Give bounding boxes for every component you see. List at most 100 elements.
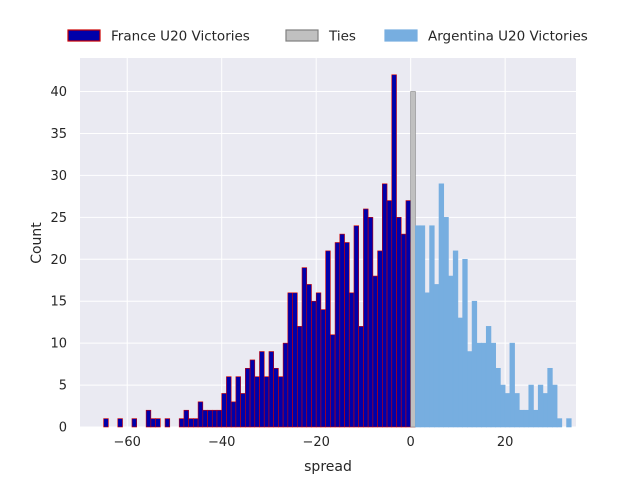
histogram-bar [226, 376, 232, 428]
y-tick-label: 40 [50, 85, 67, 100]
histogram-bar [287, 292, 293, 428]
histogram-bar [438, 183, 445, 428]
histogram-bar [230, 401, 237, 428]
histogram-bar [348, 292, 355, 428]
histogram-bar [358, 326, 364, 428]
x-tick-label: 20 [497, 435, 514, 450]
histogram-bar [509, 342, 515, 428]
histogram-bar [296, 326, 303, 428]
histogram-bar [533, 409, 539, 428]
x-axis-label: spread [304, 459, 352, 475]
x-tick-label: −20 [302, 435, 329, 450]
legend-label: France U20 Victories [111, 29, 250, 45]
histogram-bar [405, 200, 411, 428]
histogram-bar [537, 384, 544, 428]
histogram-bar [429, 225, 435, 428]
histogram-bar [452, 250, 459, 428]
x-tick-label: 0 [407, 435, 415, 450]
histogram-bar [372, 275, 378, 428]
histogram-bar [259, 351, 265, 428]
histogram-bar [150, 418, 156, 428]
histogram-bar [306, 284, 312, 428]
histogram-bar [211, 409, 218, 428]
histogram-bar [207, 409, 213, 428]
histogram-bar [542, 393, 548, 428]
x-ticks: −60 −40 −20 0 20 [114, 435, 514, 450]
legend-swatch [285, 29, 319, 42]
histogram-bar [415, 225, 421, 428]
histogram-bar [334, 242, 341, 428]
histogram-bar [382, 183, 388, 428]
histogram-bar [410, 91, 416, 428]
histogram-bar [471, 300, 478, 428]
histogram-bar [315, 292, 322, 428]
legend-label: Ties [328, 29, 356, 45]
histogram-bar [292, 292, 298, 428]
x-tick-label: −60 [114, 435, 141, 450]
histogram-bar [263, 376, 270, 428]
histogram-bar [131, 418, 137, 428]
legend: France U20 Victories Ties Argentina U20 Vi… [67, 29, 588, 45]
histogram-bar [377, 250, 383, 428]
histogram-bar [311, 300, 317, 428]
histogram-bar [178, 418, 185, 428]
histogram-bar [457, 317, 463, 428]
y-tick-label: 30 [50, 169, 67, 184]
histogram-bar [193, 418, 199, 428]
legend-label: Argentina U20 Victories [428, 29, 588, 45]
histogram-bar [566, 418, 572, 428]
histogram-bar [325, 250, 331, 428]
histogram-bar [519, 409, 525, 428]
y-tick-label: 0 [59, 421, 67, 436]
histogram-bar [462, 258, 468, 428]
legend-swatch [67, 29, 101, 42]
histogram-bar [490, 342, 496, 428]
histogram-bar [188, 418, 194, 428]
histogram-bar [547, 367, 553, 428]
histogram-bar [556, 418, 563, 428]
histogram-bar [396, 217, 402, 428]
histogram-bar [443, 217, 449, 428]
histogram-bar [363, 208, 369, 428]
histogram-bar [495, 367, 501, 428]
y-axis-label: Count [29, 222, 45, 264]
histogram-bar [103, 418, 109, 428]
histogram-bar [278, 376, 284, 428]
histogram-bar [202, 409, 208, 428]
histogram-bar [419, 225, 426, 428]
y-tick-label: 15 [50, 295, 67, 310]
histogram-bar [339, 233, 345, 428]
histogram-bar [183, 409, 189, 428]
legend-swatch [384, 29, 418, 42]
histogram-bar [448, 275, 454, 428]
y-tick-label: 35 [50, 127, 67, 142]
x-tick-label: −40 [208, 435, 235, 450]
histogram-bar [249, 359, 256, 428]
histogram-bar [485, 326, 492, 428]
histogram-bar [500, 384, 506, 428]
bars [103, 74, 572, 428]
y-tick-label: 10 [50, 337, 67, 352]
histogram-bar [145, 409, 152, 428]
histogram-bar [344, 242, 350, 428]
histogram-bar [117, 418, 123, 428]
histogram-bar [424, 292, 430, 428]
histogram-bar [197, 401, 204, 428]
histogram-bar [235, 376, 241, 428]
legend-item: France U20 Victories [67, 29, 250, 45]
histogram-bar [504, 393, 511, 428]
histogram-bar [240, 393, 246, 428]
histogram-bar [386, 200, 393, 428]
y-ticks: 0 5 10 15 20 25 30 35 40 [50, 85, 67, 435]
histogram-bar [476, 342, 482, 428]
histogram-bar [164, 418, 171, 428]
histogram-bar [216, 409, 223, 428]
histogram-bar [400, 233, 407, 428]
histogram-bar [552, 384, 558, 428]
histogram-bar [523, 409, 530, 428]
histogram-bar [330, 334, 336, 428]
histogram-bar [353, 225, 360, 428]
histogram-bar [433, 284, 440, 428]
histogram-bar [245, 367, 251, 428]
